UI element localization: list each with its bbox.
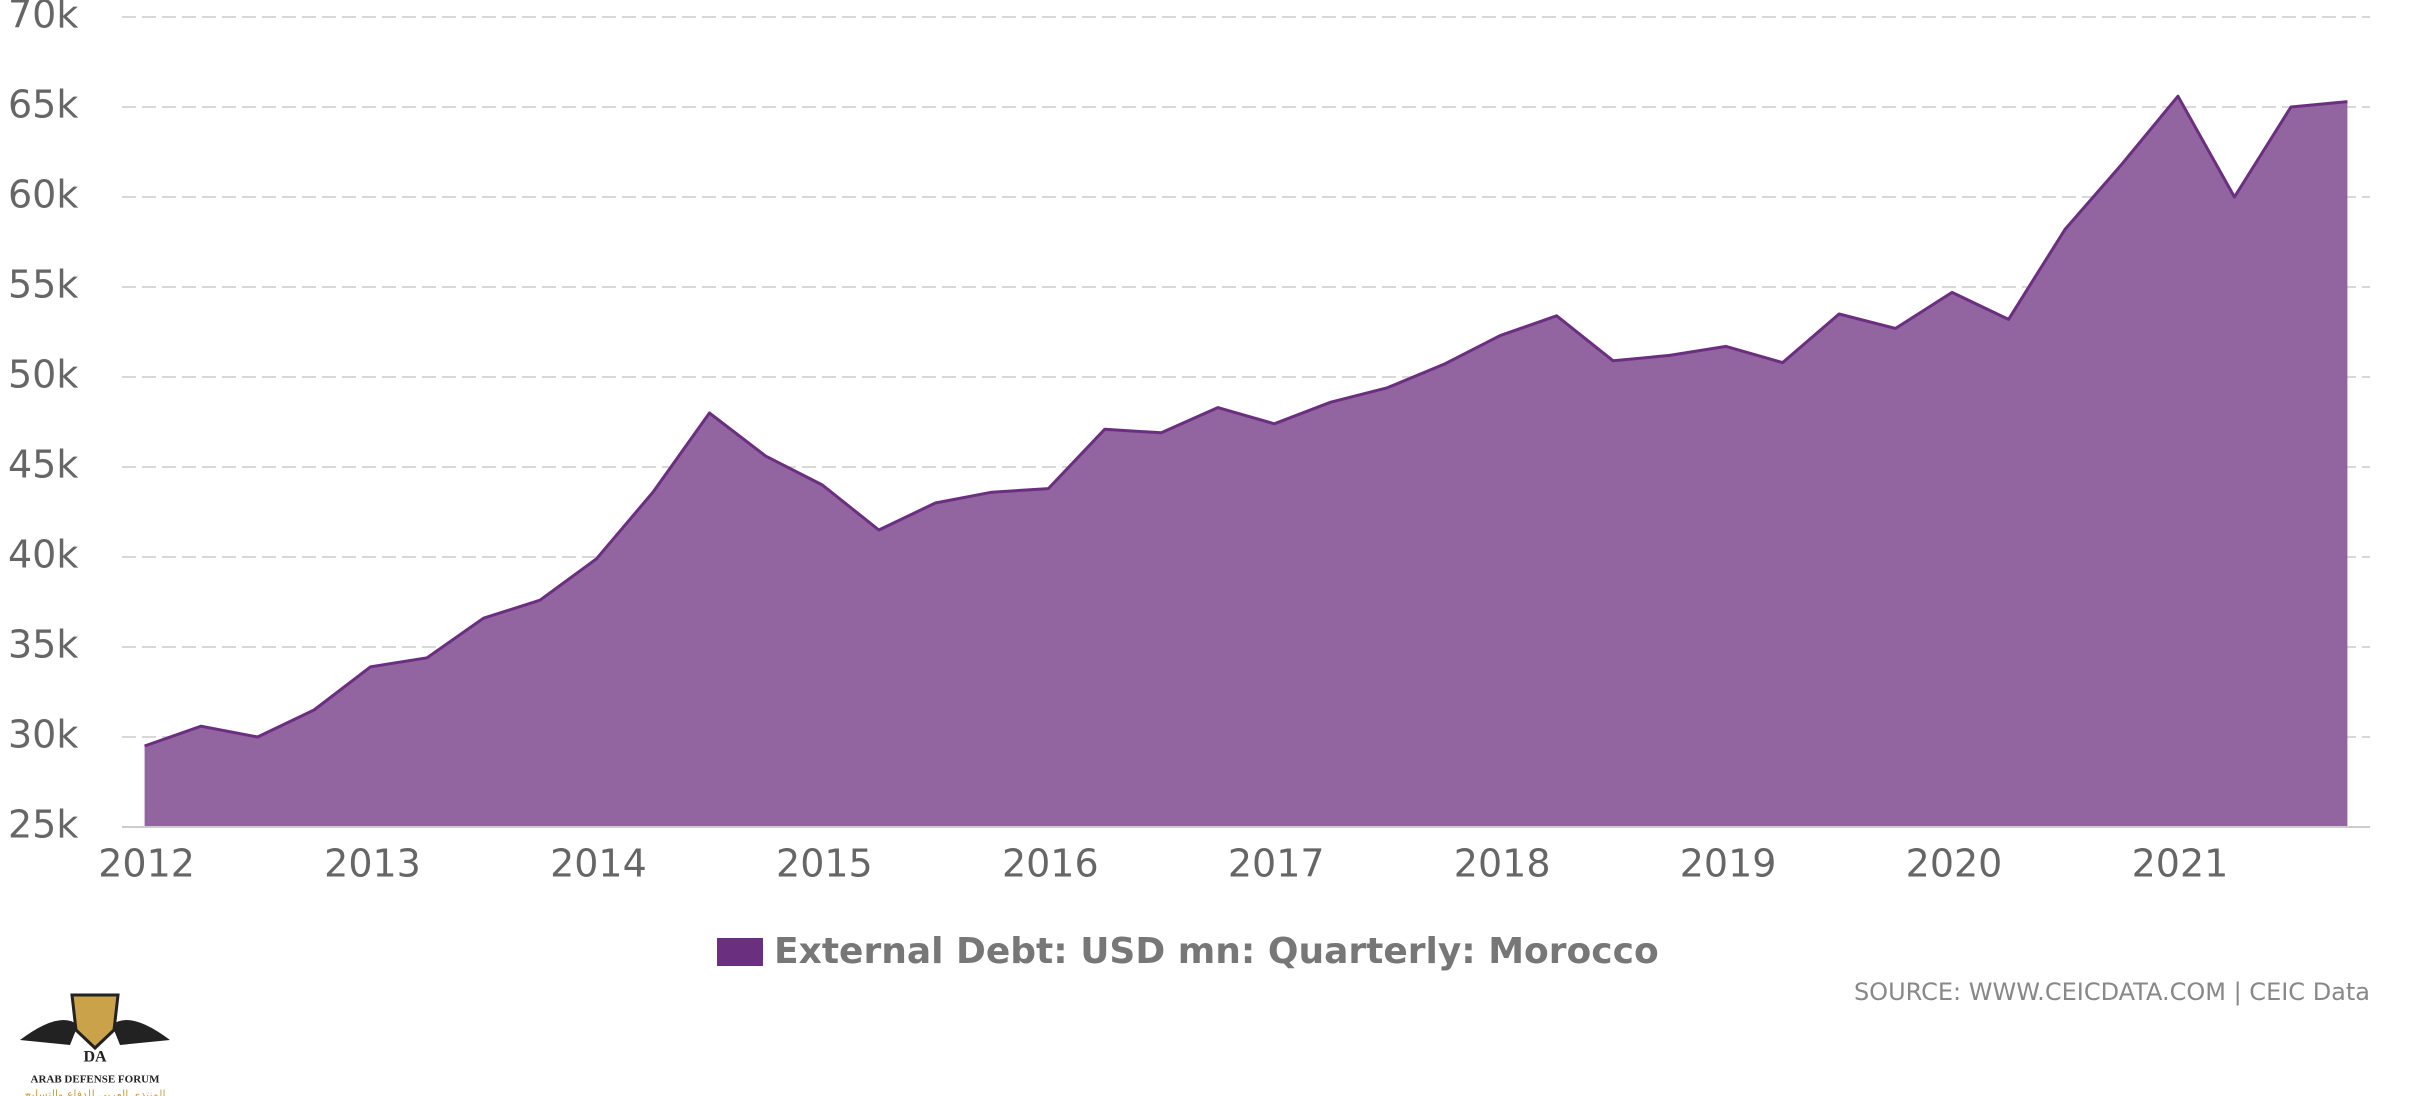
y-tick-label: 55k [8,263,78,307]
y-tick-label: 60k [8,173,78,217]
y-tick-label: 30k [8,713,78,757]
x-tick-label: 2017 [1228,842,1325,886]
plot: 25k 30k 35k 40k 45k 50k 55k 60k 65k 70k 2012 2013 20… [8,0,2370,972]
y-tick-label: 40k [8,533,78,577]
legend-swatch [717,938,763,966]
y-tick-label: 70k [8,0,78,37]
line [144,94,2348,748]
logo-name: ARAB DEFENSE FORUM [31,1074,161,1086]
x-tick-label: 2019 [1680,842,1777,886]
area [144,96,2348,827]
logo-shield [70,993,120,1051]
watermark: DA ARAB DEFENSE FORUM المنتدى العربي للد… [20,993,170,1096]
x-tick-label: 2021 [2132,842,2229,886]
y-tick-label: 35k [8,623,78,667]
x-tick-label: 2016 [1002,842,1099,886]
logo-wings [20,1020,170,1045]
x-tick-label: 2012 [98,842,195,886]
y-tick-label: 25k [8,803,78,847]
source: SOURCE: WWW.CEICDATA.COM | CEIC Data [1854,978,2370,1006]
y-tick-label: 45k [8,443,78,487]
x-tick-label: 2014 [550,842,647,886]
x-tick-label: 2020 [1906,842,2003,886]
legend-label: External Debt: USD mn: Quarterly: Morocc… [774,931,1659,972]
x-tick-label: 2018 [1454,842,1551,886]
x-tick-label: 2015 [776,842,873,886]
logo-initials: DA [83,1049,107,1066]
y-tick-label: 50k [8,353,78,397]
logo-arabic: المنتدى العربي للدفاع والتسليح [24,1088,165,1096]
x-tick-label: 2013 [324,842,421,886]
y-tick-label: 65k [8,83,78,127]
